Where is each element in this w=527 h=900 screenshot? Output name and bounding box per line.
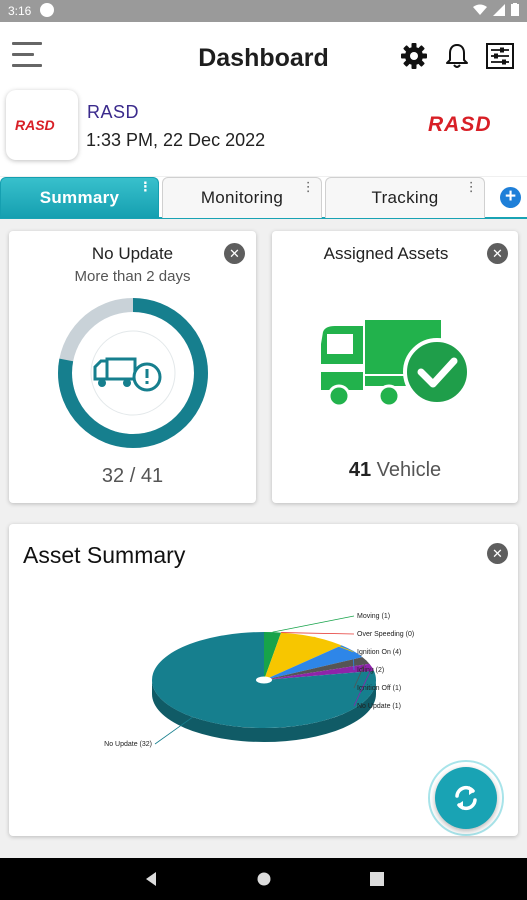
pie-label: No Update (32) bbox=[104, 741, 152, 748]
system-nav-bar bbox=[0, 858, 527, 900]
tab-options-icon[interactable]: ⋮ bbox=[138, 179, 152, 194]
tab-monitoring[interactable]: Monitoring ⋮ bbox=[162, 177, 322, 218]
close-card-button[interactable]: ✕ bbox=[487, 243, 508, 264]
truck-clock-icon bbox=[90, 330, 176, 416]
status-bar: 3:16 bbox=[0, 0, 527, 22]
assigned-vehicle-count: 41 Vehicle bbox=[348, 459, 442, 481]
pie-leader-line bbox=[154, 716, 193, 745]
tab-tracking[interactable]: Tracking ⋮ bbox=[325, 177, 485, 218]
pie-label: Ignition On (4) bbox=[357, 649, 401, 656]
pie-leader-line bbox=[313, 636, 355, 653]
back-icon[interactable] bbox=[144, 871, 158, 887]
settings-button[interactable] bbox=[398, 40, 430, 72]
bell-icon bbox=[446, 44, 468, 68]
app-bar: Dashboard bbox=[0, 22, 527, 92]
rasd-brand-logo: RASD bbox=[428, 112, 518, 141]
card-subtitle: More than 2 days bbox=[74, 268, 191, 285]
pie-slice bbox=[264, 632, 282, 680]
filter-settings-button[interactable] bbox=[484, 40, 516, 72]
close-card-button[interactable]: ✕ bbox=[224, 243, 245, 264]
no-update-progress-ring bbox=[58, 298, 208, 448]
pie-slice-side bbox=[152, 680, 376, 742]
green-truck-check-icon bbox=[321, 320, 471, 408]
menu-icon[interactable] bbox=[12, 42, 42, 68]
dashboard-tabs: Summary ⋮ Monitoring ⋮ Tracking ⋮ + bbox=[0, 177, 527, 219]
status-time: 3:16 bbox=[8, 4, 32, 18]
tab-summary[interactable]: Summary ⋮ bbox=[0, 177, 159, 218]
battery-icon bbox=[511, 3, 519, 16]
asset-summary-pie-chart: Moving (1) Over Speeding (0) Ignition On (… bbox=[104, 613, 414, 748]
page-title: Dashboard bbox=[198, 44, 329, 72]
refresh-button[interactable] bbox=[428, 760, 504, 836]
tab-options-icon[interactable]: ⋮ bbox=[301, 179, 315, 194]
pie-label: Ignition Off (1) bbox=[357, 685, 401, 692]
pie-slice bbox=[264, 632, 342, 680]
pie-leader-line bbox=[272, 615, 355, 633]
pie-label: Over Speeding (0) bbox=[357, 631, 414, 638]
refresh-icon bbox=[455, 785, 477, 811]
card-title: Asset Summary bbox=[23, 542, 186, 568]
pie-slice bbox=[264, 663, 374, 680]
no-update-card[interactable]: No Update More than 2 days ✕ 32 / 41 bbox=[9, 231, 256, 503]
company-header: RASD RASD 1:33 PM, 22 Dec 2022 RASD bbox=[0, 88, 527, 176]
notification-icon bbox=[40, 3, 54, 17]
pie-slice bbox=[264, 657, 370, 680]
pie-leader-line bbox=[353, 660, 367, 689]
no-update-count: 32 / 41 bbox=[101, 465, 164, 487]
sliders-icon bbox=[486, 43, 514, 69]
assigned-assets-card[interactable]: Assigned Assets ✕ 41 Vehicle bbox=[272, 231, 518, 503]
add-tab-button[interactable]: + bbox=[500, 187, 521, 208]
company-name: RASD bbox=[87, 102, 140, 122]
recents-icon[interactable] bbox=[370, 872, 384, 886]
card-title: No Update bbox=[91, 244, 174, 263]
asset-summary-card: Asset Summary ✕ Moving (1) Over Speeding … bbox=[9, 524, 518, 836]
pie-slice bbox=[264, 645, 363, 680]
tab-options-icon[interactable]: ⋮ bbox=[464, 179, 478, 194]
pie-leader-line bbox=[281, 632, 355, 635]
pie-label: Moving (1) bbox=[357, 613, 390, 620]
last-updated-time: 1:33 PM, 22 Dec 2022 bbox=[86, 130, 266, 150]
svg-text:RASD: RASD bbox=[15, 117, 55, 133]
home-icon[interactable] bbox=[256, 871, 272, 887]
rasd-logo: RASD bbox=[15, 117, 55, 133]
gear-icon bbox=[401, 43, 427, 69]
wifi-icon bbox=[473, 4, 487, 15]
notifications-button[interactable] bbox=[441, 40, 473, 72]
signal-icon bbox=[493, 3, 505, 16]
pie-leader-line bbox=[353, 667, 373, 707]
close-card-button[interactable]: ✕ bbox=[487, 543, 508, 564]
company-logo-tile: RASD bbox=[6, 90, 78, 160]
svg-text:RASD: RASD bbox=[428, 113, 492, 136]
pie-center-hole bbox=[256, 676, 272, 684]
pie-leader-line bbox=[352, 650, 355, 671]
pie-label: No Update (1) bbox=[357, 703, 401, 710]
progress-arc bbox=[58, 298, 208, 448]
card-title: Assigned Assets bbox=[323, 244, 449, 263]
